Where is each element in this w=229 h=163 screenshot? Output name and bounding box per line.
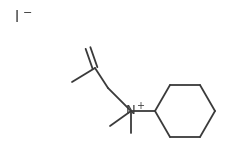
Text: N: N	[125, 104, 135, 118]
Text: I: I	[15, 9, 19, 24]
Text: −: −	[23, 8, 32, 18]
Text: +: +	[135, 101, 143, 111]
